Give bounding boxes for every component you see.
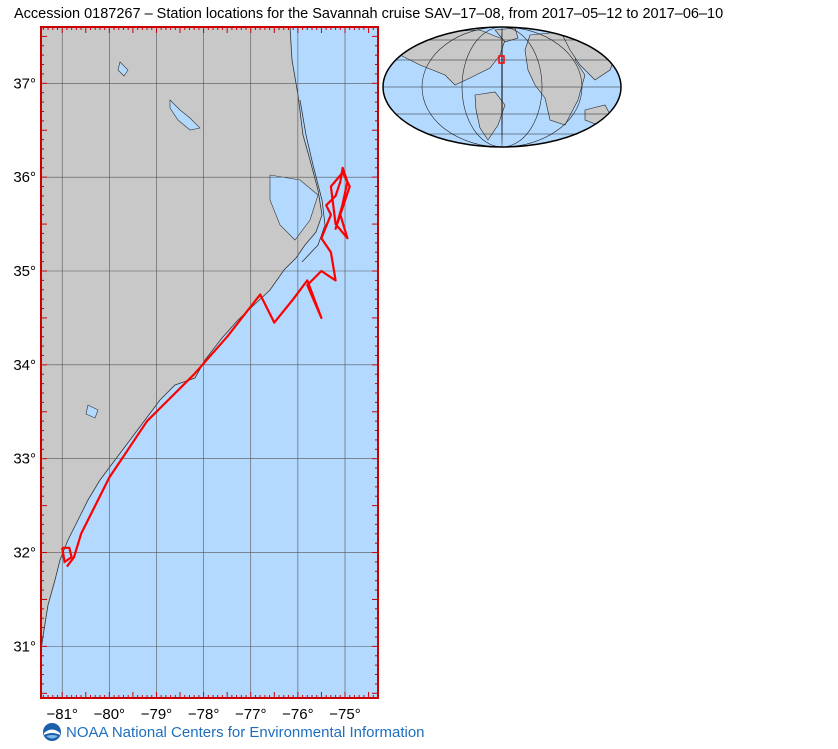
footer[interactable]: NOAA National Centers for Environmental …	[42, 721, 425, 743]
sound-shape	[269, 174, 319, 241]
lat-tick-label: 37°	[13, 75, 36, 92]
lat-labels: 37° 36° 35° 34° 33° 32° 31°	[13, 75, 36, 655]
lat-tick-label: 35°	[13, 263, 36, 280]
lake-shape	[169, 99, 201, 131]
map-frame	[40, 26, 379, 699]
lat-tick-label: 36°	[13, 169, 36, 186]
lat-tick-label: 33°	[13, 451, 36, 468]
lon-tick-label: −81°	[46, 706, 77, 723]
ship-track-start-loop	[61, 546, 73, 564]
lon-tick-label: −79°	[141, 706, 172, 723]
lat-tick-label: 31°	[13, 638, 36, 655]
footer-text: NOAA National Centers for Environmental …	[66, 723, 425, 741]
lon-tick-label: −77°	[235, 706, 266, 723]
ship-track	[66, 166, 351, 568]
lon-tick-label: −80°	[94, 706, 125, 723]
lon-tick-label: −76°	[282, 706, 313, 723]
lon-tick-label: −75°	[329, 706, 360, 723]
lat-tick-label: 32°	[13, 545, 36, 562]
barrier-island	[299, 99, 326, 263]
map-title: Accession 0187267 – Station locations fo…	[14, 6, 724, 22]
lon-tick-label: −78°	[188, 706, 219, 723]
lake-shape	[85, 404, 99, 419]
lon-labels: −81° −80° −79° −78° −77° −76° −75°	[46, 706, 360, 723]
lat-tick-label: 34°	[13, 357, 36, 374]
grid	[41, 27, 378, 698]
lake-shape	[117, 61, 129, 77]
noaa-logo-icon	[43, 723, 61, 741]
